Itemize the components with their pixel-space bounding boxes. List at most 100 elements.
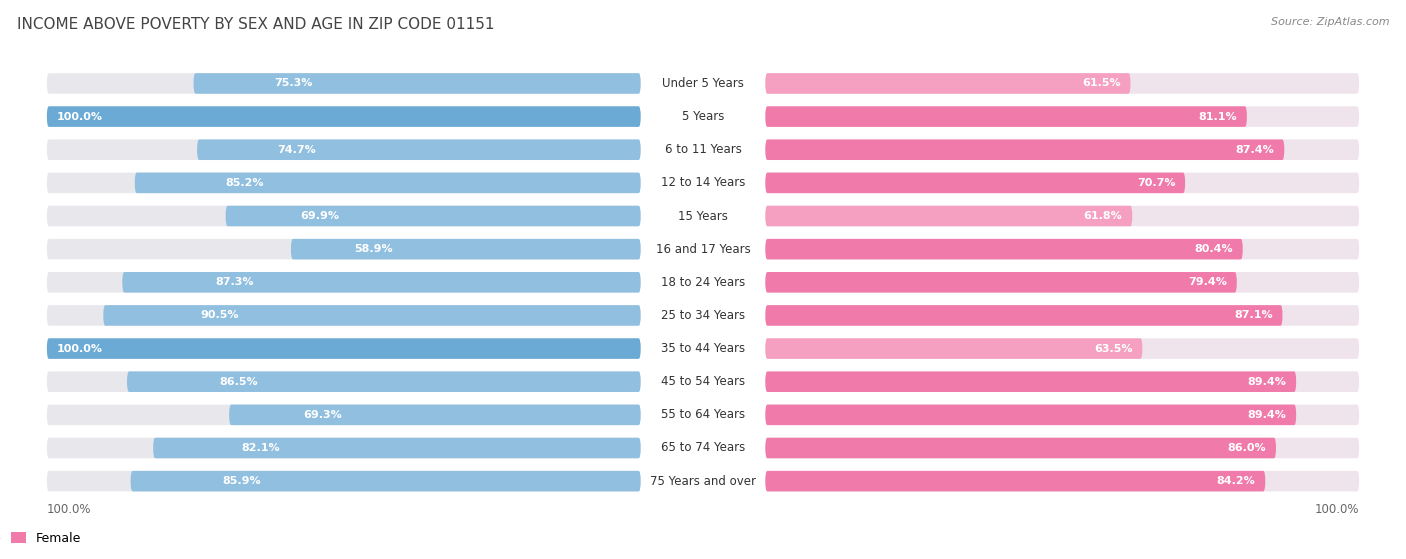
FancyBboxPatch shape: [765, 206, 1360, 226]
FancyBboxPatch shape: [46, 73, 641, 94]
Text: 86.0%: 86.0%: [1227, 443, 1267, 453]
Text: 100.0%: 100.0%: [56, 344, 103, 354]
Text: 81.1%: 81.1%: [1198, 112, 1237, 122]
FancyBboxPatch shape: [153, 438, 641, 458]
FancyBboxPatch shape: [765, 405, 1296, 425]
Text: 84.2%: 84.2%: [1216, 476, 1256, 486]
Text: 63.5%: 63.5%: [1094, 344, 1133, 354]
Text: 82.1%: 82.1%: [240, 443, 280, 453]
FancyBboxPatch shape: [643, 305, 763, 326]
FancyBboxPatch shape: [643, 73, 763, 94]
FancyBboxPatch shape: [643, 139, 763, 160]
FancyBboxPatch shape: [46, 371, 641, 392]
FancyBboxPatch shape: [643, 338, 763, 359]
Text: 5 Years: 5 Years: [682, 110, 724, 123]
Text: 74.7%: 74.7%: [277, 145, 316, 155]
FancyBboxPatch shape: [765, 139, 1360, 160]
FancyBboxPatch shape: [765, 272, 1360, 292]
Text: 12 to 14 Years: 12 to 14 Years: [661, 177, 745, 190]
FancyBboxPatch shape: [765, 405, 1360, 425]
FancyBboxPatch shape: [765, 173, 1360, 193]
FancyBboxPatch shape: [765, 173, 1185, 193]
Text: 87.1%: 87.1%: [1234, 310, 1272, 320]
FancyBboxPatch shape: [46, 139, 641, 160]
FancyBboxPatch shape: [643, 471, 763, 491]
Text: 75 Years and over: 75 Years and over: [650, 475, 756, 487]
FancyBboxPatch shape: [46, 239, 641, 259]
FancyBboxPatch shape: [291, 239, 641, 259]
FancyBboxPatch shape: [46, 438, 641, 458]
FancyBboxPatch shape: [46, 106, 641, 127]
FancyBboxPatch shape: [765, 471, 1265, 491]
Text: 89.4%: 89.4%: [1247, 410, 1286, 420]
Text: 85.9%: 85.9%: [222, 476, 262, 486]
FancyBboxPatch shape: [765, 371, 1296, 392]
Text: 100.0%: 100.0%: [1315, 503, 1360, 516]
Text: 16 and 17 Years: 16 and 17 Years: [655, 243, 751, 255]
FancyBboxPatch shape: [765, 438, 1360, 458]
Text: 79.4%: 79.4%: [1188, 277, 1227, 287]
Text: 61.8%: 61.8%: [1084, 211, 1122, 221]
FancyBboxPatch shape: [127, 371, 641, 392]
FancyBboxPatch shape: [46, 305, 641, 326]
FancyBboxPatch shape: [643, 239, 763, 259]
FancyBboxPatch shape: [46, 272, 641, 292]
FancyBboxPatch shape: [46, 173, 641, 193]
FancyBboxPatch shape: [197, 139, 641, 160]
FancyBboxPatch shape: [765, 338, 1360, 359]
Text: 90.5%: 90.5%: [200, 310, 239, 320]
Text: 55 to 64 Years: 55 to 64 Years: [661, 409, 745, 421]
FancyBboxPatch shape: [643, 272, 763, 292]
Legend: Male, Female: Male, Female: [0, 527, 87, 550]
FancyBboxPatch shape: [135, 173, 641, 193]
FancyBboxPatch shape: [765, 206, 1132, 226]
Text: 65 to 74 Years: 65 to 74 Years: [661, 442, 745, 454]
FancyBboxPatch shape: [103, 305, 641, 326]
FancyBboxPatch shape: [225, 206, 641, 226]
FancyBboxPatch shape: [765, 438, 1277, 458]
FancyBboxPatch shape: [46, 471, 641, 491]
Text: 18 to 24 Years: 18 to 24 Years: [661, 276, 745, 289]
FancyBboxPatch shape: [765, 73, 1130, 94]
Text: 80.4%: 80.4%: [1194, 244, 1233, 254]
FancyBboxPatch shape: [46, 338, 641, 359]
Text: 15 Years: 15 Years: [678, 210, 728, 222]
Text: INCOME ABOVE POVERTY BY SEX AND AGE IN ZIP CODE 01151: INCOME ABOVE POVERTY BY SEX AND AGE IN Z…: [17, 17, 495, 32]
Text: 86.5%: 86.5%: [219, 377, 259, 387]
FancyBboxPatch shape: [765, 371, 1360, 392]
Text: 25 to 34 Years: 25 to 34 Years: [661, 309, 745, 322]
Text: 69.9%: 69.9%: [301, 211, 339, 221]
FancyBboxPatch shape: [131, 471, 641, 491]
FancyBboxPatch shape: [765, 305, 1360, 326]
FancyBboxPatch shape: [643, 173, 763, 193]
Text: 35 to 44 Years: 35 to 44 Years: [661, 342, 745, 355]
FancyBboxPatch shape: [46, 338, 641, 359]
Text: 100.0%: 100.0%: [46, 503, 91, 516]
Text: 70.7%: 70.7%: [1137, 178, 1175, 188]
FancyBboxPatch shape: [46, 106, 641, 127]
Text: 45 to 54 Years: 45 to 54 Years: [661, 375, 745, 388]
FancyBboxPatch shape: [194, 73, 641, 94]
FancyBboxPatch shape: [765, 305, 1282, 326]
FancyBboxPatch shape: [643, 371, 763, 392]
Text: 6 to 11 Years: 6 to 11 Years: [665, 143, 741, 156]
FancyBboxPatch shape: [765, 338, 1143, 359]
FancyBboxPatch shape: [765, 471, 1360, 491]
FancyBboxPatch shape: [229, 405, 641, 425]
Text: 87.3%: 87.3%: [215, 277, 254, 287]
FancyBboxPatch shape: [765, 239, 1243, 259]
FancyBboxPatch shape: [765, 106, 1360, 127]
Text: 61.5%: 61.5%: [1083, 78, 1121, 88]
Text: 87.4%: 87.4%: [1236, 145, 1274, 155]
Text: 69.3%: 69.3%: [304, 410, 342, 420]
Text: Under 5 Years: Under 5 Years: [662, 77, 744, 90]
FancyBboxPatch shape: [765, 239, 1360, 259]
Text: Source: ZipAtlas.com: Source: ZipAtlas.com: [1271, 17, 1389, 27]
Text: 75.3%: 75.3%: [274, 78, 312, 88]
FancyBboxPatch shape: [765, 139, 1284, 160]
FancyBboxPatch shape: [643, 206, 763, 226]
FancyBboxPatch shape: [46, 405, 641, 425]
FancyBboxPatch shape: [122, 272, 641, 292]
Text: 85.2%: 85.2%: [226, 178, 264, 188]
FancyBboxPatch shape: [765, 106, 1247, 127]
